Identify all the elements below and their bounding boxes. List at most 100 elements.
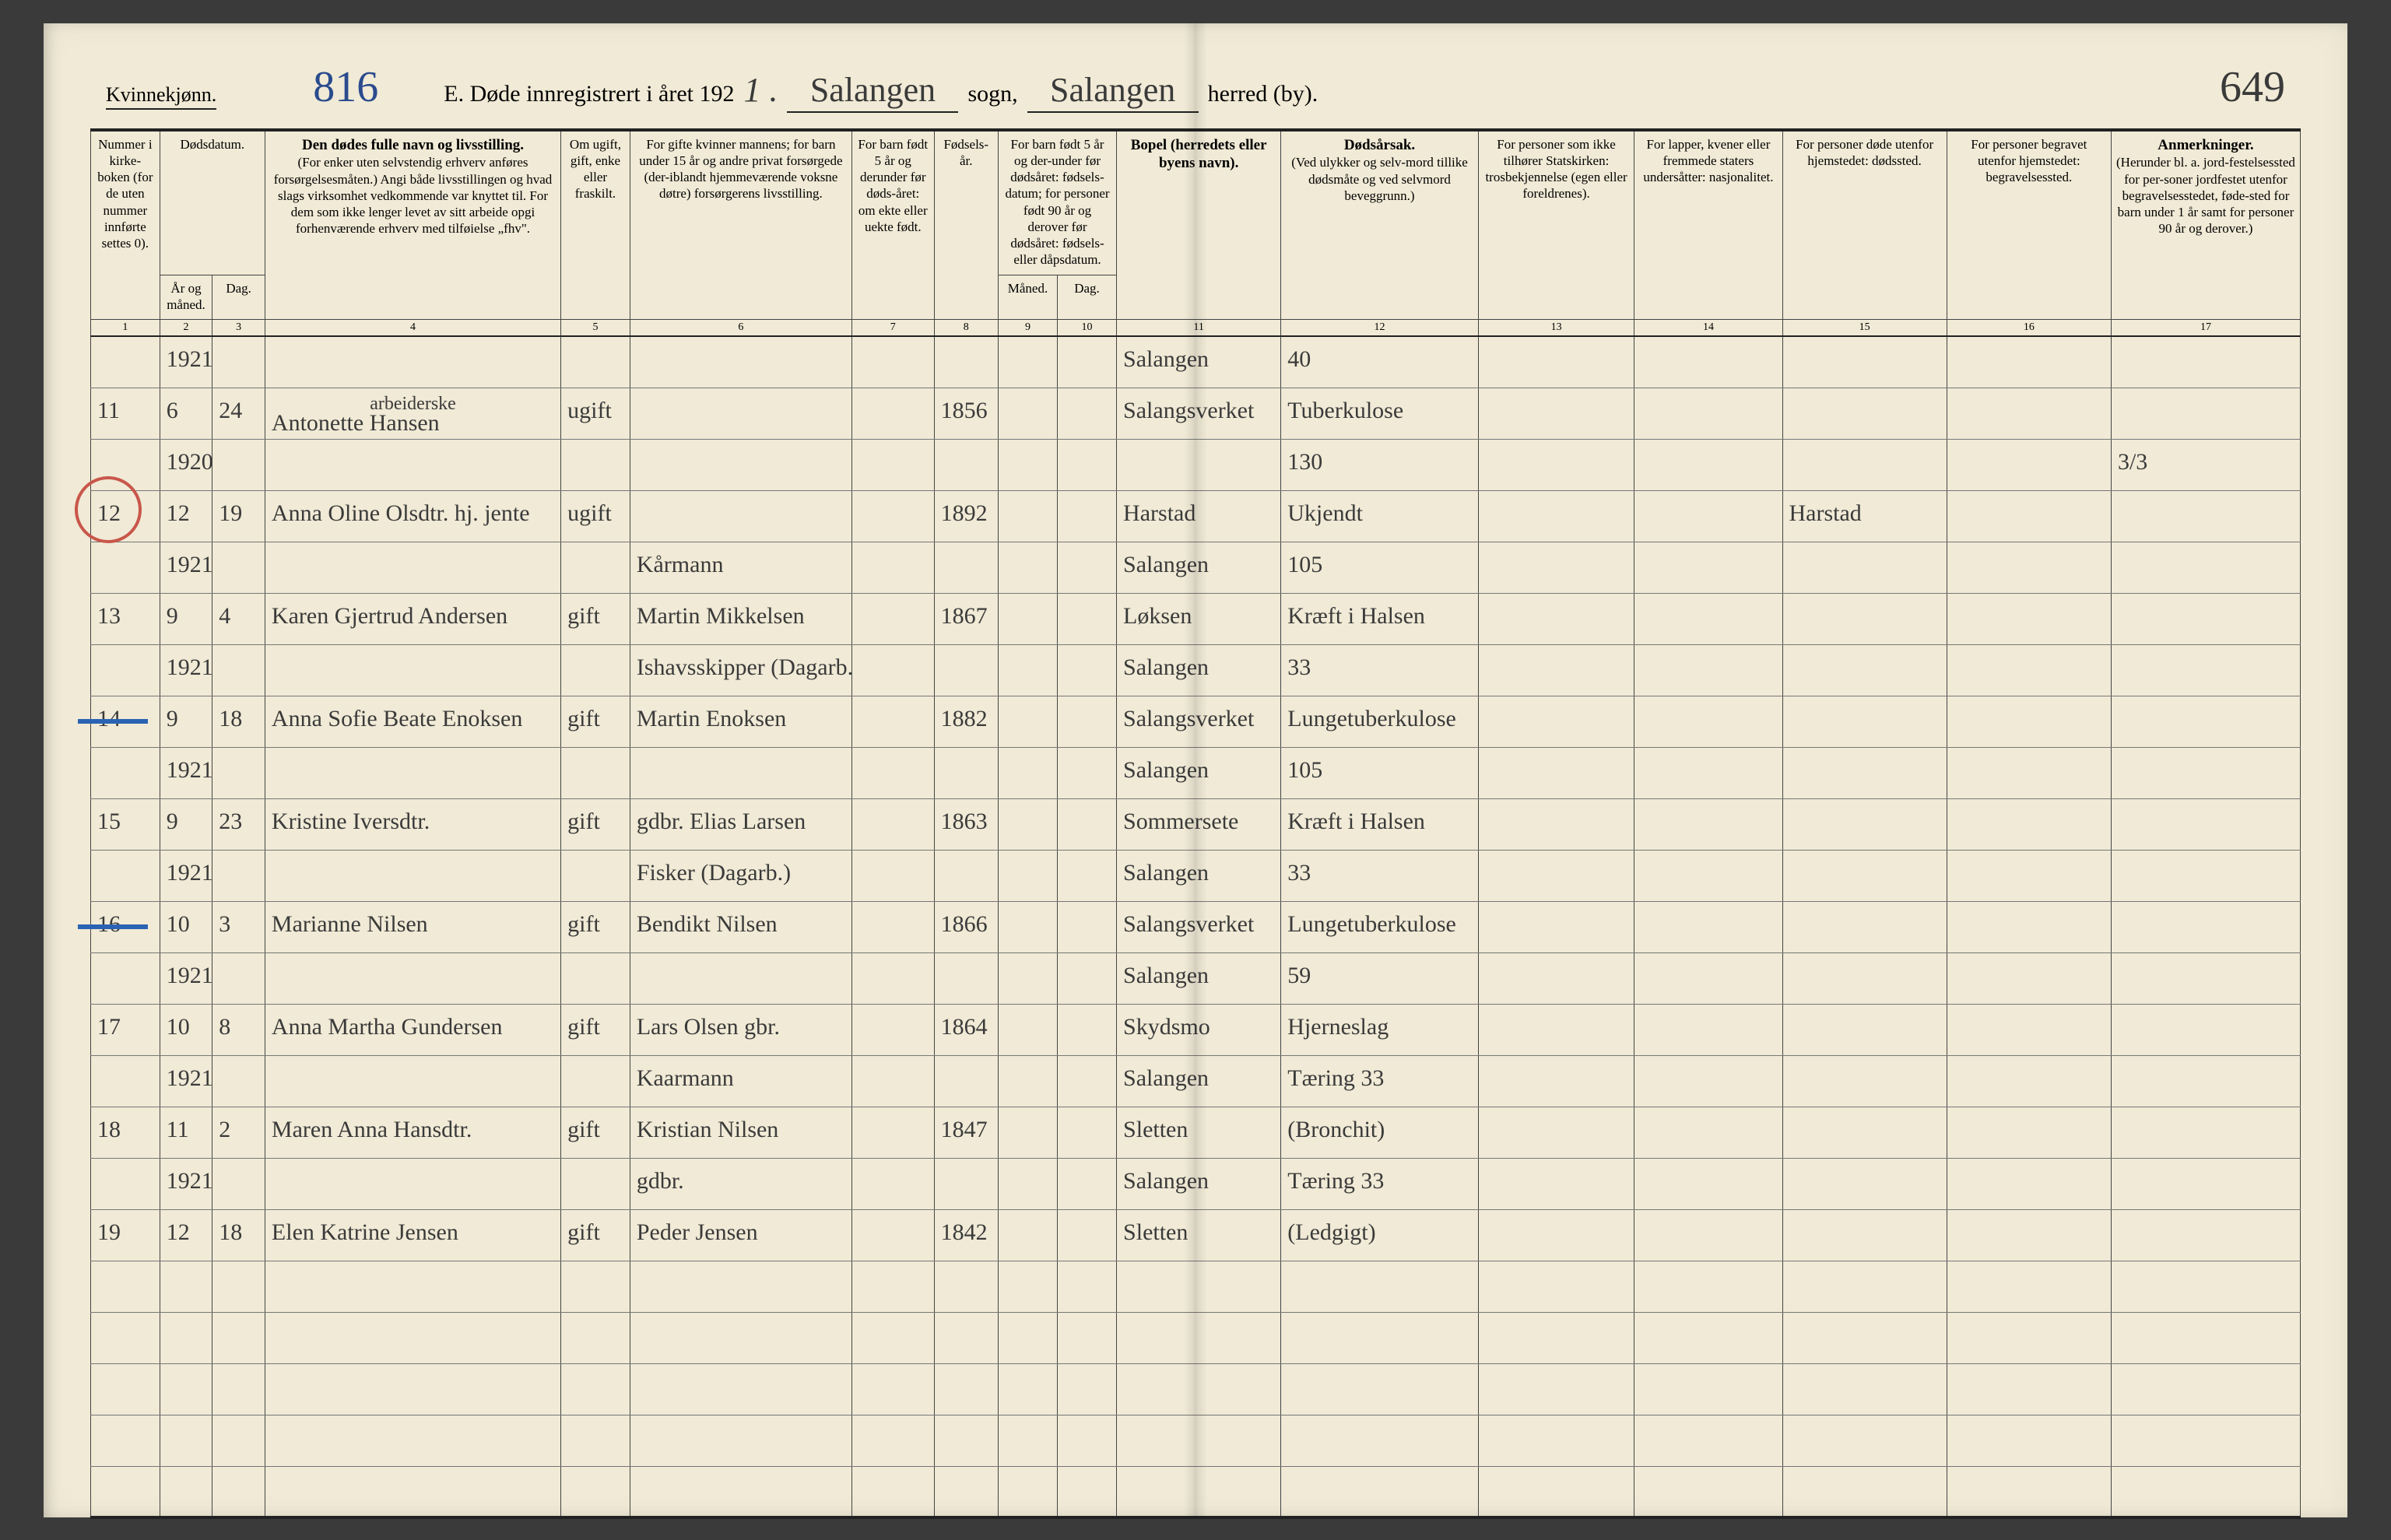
col-7-header: For barn født 5 år og derunder før døds-… xyxy=(851,130,934,320)
cell-status xyxy=(561,1158,630,1209)
cell-c13 xyxy=(1478,696,1634,747)
table-row: 1921Salangen105 xyxy=(91,747,2301,798)
table-row: 18112Maren Anna Hansdtr.giftKristian Nil… xyxy=(91,1107,2301,1158)
cell-ekte xyxy=(851,439,934,490)
cell-cause: Lungetuberkulose xyxy=(1281,901,1478,952)
cell-spouse: Peder Jensen xyxy=(630,1209,851,1261)
col-5-header: Om ugift, gift, enke eller fraskilt. xyxy=(561,130,630,320)
cell-m xyxy=(998,1055,1057,1107)
cell-c17 xyxy=(2111,1055,2300,1107)
col-12-title: Dødsårsak. xyxy=(1286,136,1473,155)
cell-born xyxy=(934,952,998,1004)
cell-c15 xyxy=(1782,901,1947,952)
column-number: 2 xyxy=(160,320,212,337)
cell-name xyxy=(265,439,560,490)
column-number: 17 xyxy=(2111,320,2300,337)
cell-c14 xyxy=(1634,336,1782,388)
cell-born: 1866 xyxy=(934,901,998,952)
cell-status: gift xyxy=(561,696,630,747)
cell-cause: 59 xyxy=(1281,952,1478,1004)
col-1-header: Nummer i kirke-boken (for de uten nummer… xyxy=(91,130,160,320)
cell-c13 xyxy=(1478,1004,1634,1055)
page-header: Kvinnekjønn. 816 E. Døde innregistrert i… xyxy=(90,62,2301,113)
cell-born: 1867 xyxy=(934,593,998,644)
cell-c17: 3/3 xyxy=(2111,439,2300,490)
cell-c14 xyxy=(1634,952,1782,1004)
cell-born xyxy=(934,1158,998,1209)
cell-y: 9 xyxy=(160,798,212,850)
cell-c14 xyxy=(1634,850,1782,901)
table-body: 1921 Salangen 4011624arbeiderskeAntonette … xyxy=(91,336,2301,1517)
cell-c17 xyxy=(2111,798,2300,850)
cell-spouse: Ishavsskipper (Dagarb.) xyxy=(630,644,851,696)
cell-dg xyxy=(1058,388,1117,439)
cell-c13 xyxy=(1478,1158,1634,1209)
cell-n xyxy=(91,850,160,901)
column-number: 15 xyxy=(1782,320,1947,337)
cell-born: 1863 xyxy=(934,798,998,850)
year-suffix-hand: 1 . xyxy=(743,70,778,110)
cell-cause: Tæring 33 xyxy=(1281,1055,1478,1107)
cell-n: 16 xyxy=(91,901,160,952)
cell-status: gift xyxy=(561,1004,630,1055)
col-2-3-header: Dødsdatum. xyxy=(160,130,265,275)
cell-d xyxy=(212,542,265,593)
cell-d xyxy=(212,747,265,798)
cell-cause: Tæring 33 xyxy=(1281,1158,1478,1209)
cell-y: 9 xyxy=(160,593,212,644)
page-number-left-hand: 816 xyxy=(313,62,378,112)
cell-d: 18 xyxy=(212,696,265,747)
cell-name xyxy=(265,336,560,388)
sogn-value: Salangen xyxy=(787,70,958,113)
cell-place: Salangen xyxy=(1117,644,1281,696)
cell-c15 xyxy=(1782,798,1947,850)
cell-c17 xyxy=(2111,901,2300,952)
cell-m xyxy=(998,1209,1057,1261)
cell-status: ugift xyxy=(561,388,630,439)
cell-n xyxy=(91,542,160,593)
cell-y: 10 xyxy=(160,901,212,952)
cell-cause: 40 xyxy=(1281,336,1478,388)
column-number: 7 xyxy=(851,320,934,337)
cell-d: 8 xyxy=(212,1004,265,1055)
cell-d xyxy=(212,1158,265,1209)
cell-c14 xyxy=(1634,1004,1782,1055)
cell-y: 9 xyxy=(160,696,212,747)
cell-n xyxy=(91,1055,160,1107)
cell-d: 2 xyxy=(212,1107,265,1158)
cell-status xyxy=(561,952,630,1004)
col-15-header: For personer døde utenfor hjemstedet: dø… xyxy=(1782,130,1947,320)
column-number: 12 xyxy=(1281,320,1478,337)
col-12-sub: (Ved ulykker og selv-mord tillike dødsmå… xyxy=(1286,154,1473,204)
column-number: 5 xyxy=(561,320,630,337)
cell-y: 1921 xyxy=(160,850,212,901)
cell-name: Anna Oline Olsdtr. hj. jente xyxy=(265,490,560,542)
cell-d xyxy=(212,850,265,901)
table-row: 11624arbeiderskeAntonette Hansenugift185… xyxy=(91,388,2301,439)
cell-name: Maren Anna Hansdtr. xyxy=(265,1107,560,1158)
table-row-blank xyxy=(91,1363,2301,1415)
cell-y: 1921 xyxy=(160,542,212,593)
cell-c16 xyxy=(1947,798,2111,850)
cell-d: 24 xyxy=(212,388,265,439)
cell-ekte xyxy=(851,850,934,901)
cell-c14 xyxy=(1634,696,1782,747)
table-row: 19201303/3 xyxy=(91,439,2301,490)
cell-d xyxy=(212,1055,265,1107)
cell-name: Elen Katrine Jensen xyxy=(265,1209,560,1261)
cell-c13 xyxy=(1478,952,1634,1004)
col-13-header: For personer som ikke tilhører Statskirk… xyxy=(1478,130,1634,320)
col-12-header: Dødsårsak. (Ved ulykker og selv-mord til… xyxy=(1281,130,1478,320)
cell-name xyxy=(265,644,560,696)
cell-place: Sletten xyxy=(1117,1107,1281,1158)
cell-c16 xyxy=(1947,490,2111,542)
table-row: 1921Ishavsskipper (Dagarb.)Salangen33 xyxy=(91,644,2301,696)
cell-y: 12 xyxy=(160,490,212,542)
cell-d xyxy=(212,439,265,490)
cell-status xyxy=(561,850,630,901)
cell-c15 xyxy=(1782,1055,1947,1107)
cell-spouse xyxy=(630,490,851,542)
cell-c15 xyxy=(1782,388,1947,439)
cell-c14 xyxy=(1634,490,1782,542)
cell-d: 3 xyxy=(212,901,265,952)
